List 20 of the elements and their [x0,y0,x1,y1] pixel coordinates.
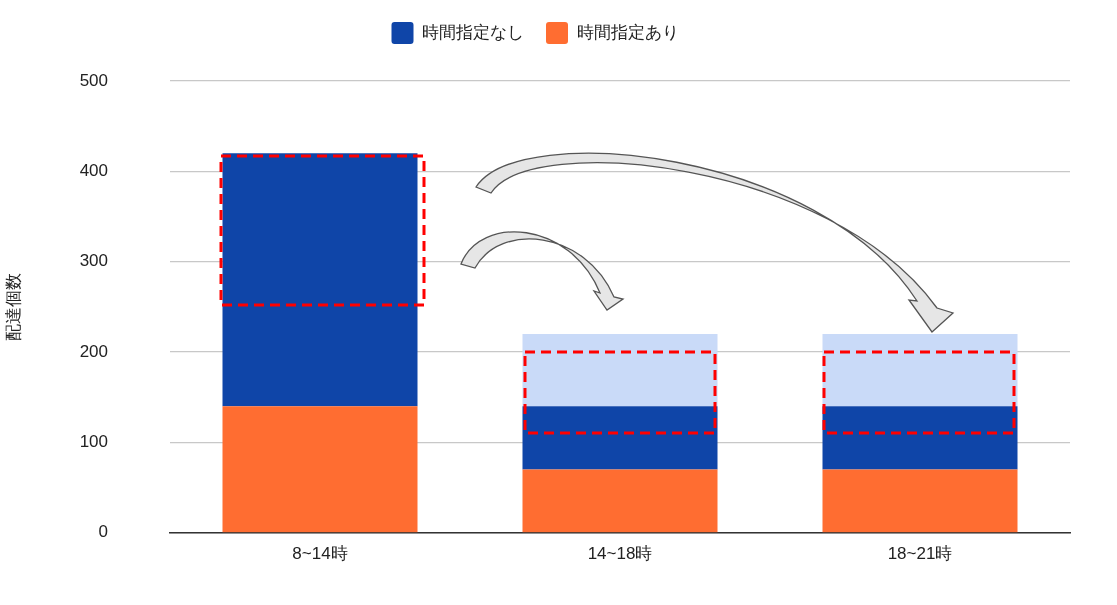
y-tick-label: 200 [79,341,108,361]
x-tick-label: 18~21時 [887,543,953,563]
y-tick-label: 300 [79,251,108,271]
bar [522,334,718,407]
y-tick-label: 0 [98,522,108,542]
x-tick-label: 8~14時 [292,543,348,563]
legend-label: 時間指定なし [422,22,524,42]
legend-label: 時間指定あり [576,22,679,42]
y-tick-label: 100 [79,432,108,452]
y-tick-label: 500 [79,70,108,90]
x-tick-label: 14~18時 [587,543,653,563]
y-tick-label: 400 [79,161,108,181]
bar [822,406,1018,470]
bar [222,406,418,533]
bar [822,334,1018,407]
bar [522,406,718,470]
bar [222,153,418,407]
y-axis-title: 配達個数 [3,272,23,341]
bar [822,469,1018,533]
bar [522,469,718,533]
